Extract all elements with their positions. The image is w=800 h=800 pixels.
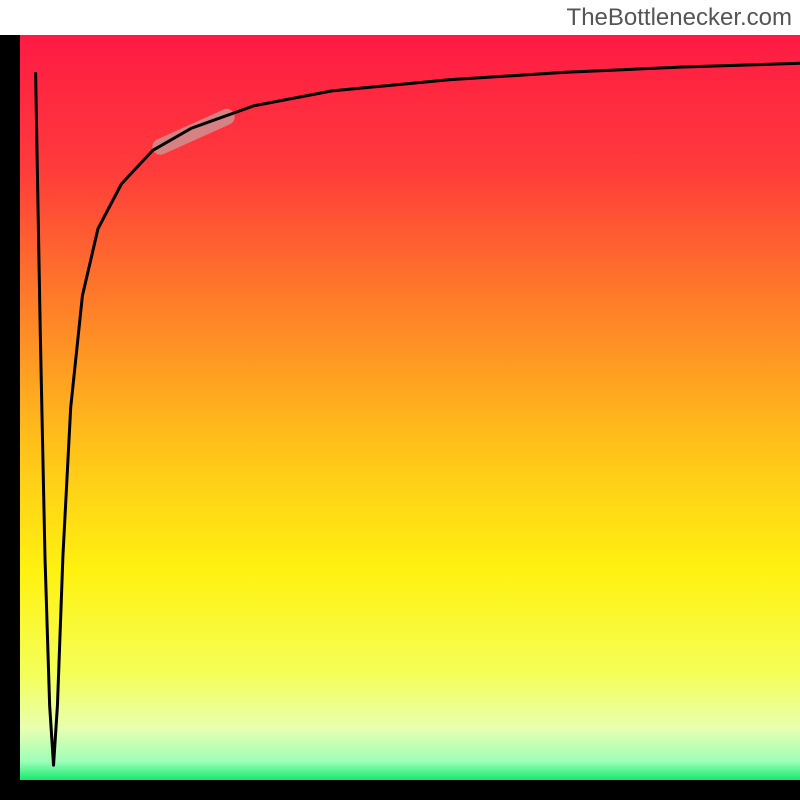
chart-container: TheBottlenecker.com (0, 0, 800, 800)
chart-svg (0, 0, 800, 800)
frame-bottom (0, 780, 800, 800)
gradient-background (20, 35, 800, 780)
frame-left (0, 35, 20, 800)
